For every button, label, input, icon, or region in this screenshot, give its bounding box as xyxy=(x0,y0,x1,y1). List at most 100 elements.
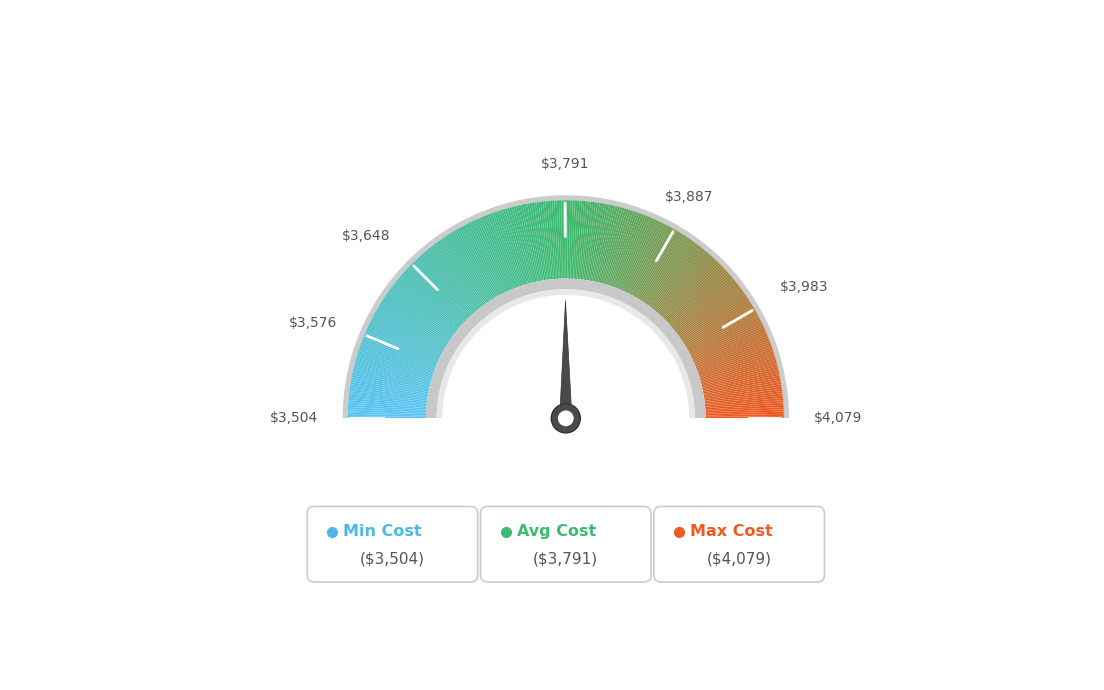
Wedge shape xyxy=(518,205,537,282)
Wedge shape xyxy=(349,388,427,401)
Wedge shape xyxy=(353,366,431,386)
Wedge shape xyxy=(698,346,773,374)
Wedge shape xyxy=(683,302,751,345)
Wedge shape xyxy=(545,201,554,279)
Wedge shape xyxy=(604,208,627,284)
Wedge shape xyxy=(539,201,550,279)
Wedge shape xyxy=(569,200,573,279)
Wedge shape xyxy=(612,213,639,287)
Wedge shape xyxy=(660,258,715,317)
Wedge shape xyxy=(686,306,754,347)
Wedge shape xyxy=(687,309,756,350)
Wedge shape xyxy=(705,409,784,414)
Wedge shape xyxy=(412,262,468,319)
Wedge shape xyxy=(587,203,602,281)
Wedge shape xyxy=(432,245,481,308)
Wedge shape xyxy=(623,219,657,291)
Wedge shape xyxy=(594,204,612,282)
Wedge shape xyxy=(427,249,478,310)
Wedge shape xyxy=(684,304,752,346)
Wedge shape xyxy=(636,230,677,298)
Wedge shape xyxy=(661,259,716,317)
Polygon shape xyxy=(560,301,572,418)
Wedge shape xyxy=(471,221,507,293)
Wedge shape xyxy=(418,256,473,315)
Wedge shape xyxy=(650,245,700,308)
Wedge shape xyxy=(586,203,599,280)
Wedge shape xyxy=(691,322,762,357)
Wedge shape xyxy=(683,299,750,344)
Wedge shape xyxy=(428,248,479,310)
Wedge shape xyxy=(703,380,781,395)
Wedge shape xyxy=(648,242,696,306)
Wedge shape xyxy=(634,227,672,297)
Wedge shape xyxy=(349,391,427,402)
Wedge shape xyxy=(696,336,768,367)
Wedge shape xyxy=(641,235,687,302)
Wedge shape xyxy=(350,386,427,400)
Wedge shape xyxy=(639,233,682,300)
Wedge shape xyxy=(386,292,452,339)
Wedge shape xyxy=(688,313,758,353)
Wedge shape xyxy=(617,215,648,289)
Wedge shape xyxy=(532,203,545,280)
Wedge shape xyxy=(537,202,549,280)
Wedge shape xyxy=(581,201,591,279)
Wedge shape xyxy=(607,210,634,286)
Wedge shape xyxy=(627,222,662,293)
Wedge shape xyxy=(384,296,450,341)
Wedge shape xyxy=(692,326,764,360)
Wedge shape xyxy=(516,206,535,282)
Wedge shape xyxy=(703,382,782,397)
Wedge shape xyxy=(392,285,455,334)
Wedge shape xyxy=(408,266,466,322)
Wedge shape xyxy=(611,212,637,286)
Wedge shape xyxy=(705,411,784,415)
Wedge shape xyxy=(599,206,620,283)
Text: $3,983: $3,983 xyxy=(781,280,829,295)
Wedge shape xyxy=(370,322,440,357)
Wedge shape xyxy=(371,319,442,356)
Wedge shape xyxy=(372,315,443,353)
Wedge shape xyxy=(690,317,761,355)
Polygon shape xyxy=(244,418,888,614)
Wedge shape xyxy=(352,371,429,389)
Wedge shape xyxy=(576,201,584,279)
Wedge shape xyxy=(445,235,490,302)
Wedge shape xyxy=(702,373,779,391)
Wedge shape xyxy=(369,324,439,359)
Wedge shape xyxy=(657,253,710,313)
Wedge shape xyxy=(396,279,458,331)
Wedge shape xyxy=(376,307,445,348)
Wedge shape xyxy=(469,222,505,293)
Wedge shape xyxy=(595,205,614,282)
Wedge shape xyxy=(380,304,447,346)
Wedge shape xyxy=(601,207,623,284)
Wedge shape xyxy=(646,239,692,304)
Wedge shape xyxy=(410,264,467,321)
Wedge shape xyxy=(667,268,725,323)
Wedge shape xyxy=(495,212,521,286)
Wedge shape xyxy=(492,213,520,287)
Wedge shape xyxy=(530,203,544,281)
Wedge shape xyxy=(388,290,453,337)
Text: $4,079: $4,079 xyxy=(814,411,862,425)
Wedge shape xyxy=(696,338,769,368)
Wedge shape xyxy=(693,328,765,362)
Wedge shape xyxy=(701,366,778,386)
Wedge shape xyxy=(463,225,501,295)
Wedge shape xyxy=(659,256,713,315)
Wedge shape xyxy=(397,277,459,329)
Wedge shape xyxy=(541,201,551,279)
Wedge shape xyxy=(355,357,432,381)
Wedge shape xyxy=(548,201,555,279)
Wedge shape xyxy=(567,200,571,279)
Wedge shape xyxy=(395,281,457,331)
Text: ($3,504): ($3,504) xyxy=(360,551,425,566)
Wedge shape xyxy=(439,239,486,304)
Wedge shape xyxy=(420,255,474,315)
Wedge shape xyxy=(402,273,461,326)
Wedge shape xyxy=(705,404,784,411)
FancyBboxPatch shape xyxy=(307,506,478,582)
Wedge shape xyxy=(488,214,517,288)
